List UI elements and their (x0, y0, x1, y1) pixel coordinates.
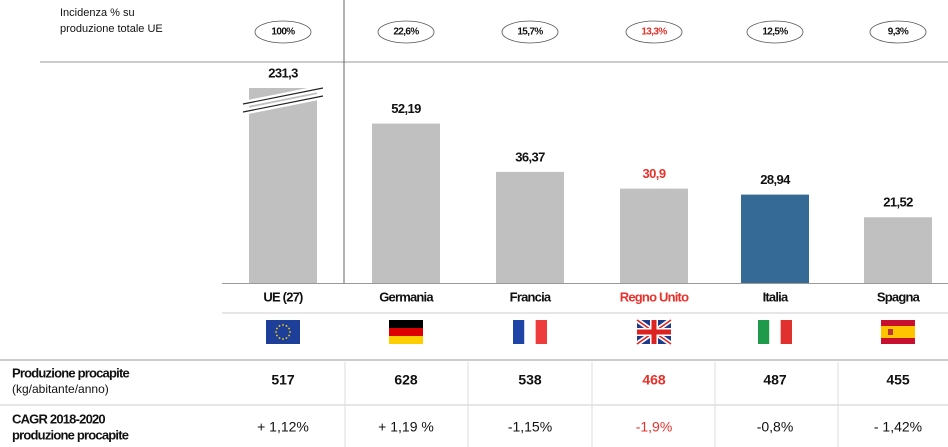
flag-star (288, 327, 290, 330)
value-label: 28,94 (760, 172, 791, 187)
share-label: Incidenza % su (60, 7, 135, 19)
flag-part (389, 336, 423, 344)
row-label: Produzione procapite (12, 365, 129, 380)
flag-star (275, 331, 277, 333)
flag-star (289, 331, 291, 333)
flag-part (881, 338, 915, 344)
value-label: 30,9 (643, 166, 666, 181)
share-oval (746, 20, 804, 44)
category-label: Francia (510, 289, 552, 304)
flag (266, 320, 300, 344)
flag-part (881, 320, 915, 326)
flag (389, 320, 423, 344)
flag (758, 320, 792, 344)
flag-part (780, 320, 792, 344)
bar (496, 171, 564, 283)
cell: 628 (394, 372, 418, 388)
bar (741, 194, 809, 283)
flag (635, 317, 673, 347)
share-label: produzione totale UE (60, 23, 163, 35)
cell: 468 (642, 372, 666, 388)
bar (864, 217, 932, 283)
share-label: 22,6% (393, 27, 419, 38)
cell: 455 (886, 372, 910, 388)
bar (249, 88, 317, 283)
flag-star (278, 337, 281, 339)
flag-part (881, 326, 915, 338)
row-label: (kg/abitante/anno) (12, 382, 109, 396)
flag-part (266, 320, 300, 344)
value-label: 36,37 (515, 149, 545, 164)
share-label: 15,7% (517, 27, 543, 38)
plot (249, 88, 932, 283)
cell: 487 (763, 372, 787, 388)
share-oval (377, 20, 435, 44)
flag-star (276, 327, 278, 330)
category-label: Germania (379, 289, 434, 304)
flag-star (282, 324, 284, 326)
cell: -1,9% (636, 419, 673, 435)
flag (881, 320, 915, 344)
bar (372, 123, 440, 283)
share-label: 13,3% (641, 27, 667, 38)
flag-star (288, 334, 290, 337)
share-label: 100% (271, 27, 295, 38)
cell: + 1,19 % (378, 419, 434, 435)
cell: + 1,12% (257, 419, 309, 435)
share-oval (501, 20, 559, 44)
share-oval (254, 20, 312, 44)
flag-part (758, 320, 770, 344)
share-oval (625, 20, 683, 44)
cell: -1,15% (508, 419, 552, 435)
category-label: UE (27) (263, 289, 303, 304)
flag-star (282, 338, 284, 340)
cell: 538 (518, 372, 542, 388)
value-label: 21,52 (883, 195, 913, 210)
value-label: 52,19 (391, 101, 421, 116)
row-label: CAGR 2018-2020 (12, 411, 105, 426)
share-oval (869, 20, 927, 44)
cell: - 1,42% (874, 419, 922, 435)
category-label: Regno Unito (620, 289, 689, 304)
row-label: produzione procapite (12, 427, 129, 442)
flag-part (389, 320, 423, 328)
flag-part (535, 320, 547, 344)
share-label: 9,3% (888, 27, 909, 38)
bar (620, 188, 688, 283)
flag-star (285, 325, 288, 327)
flag-star (278, 325, 281, 327)
flag-star (285, 337, 288, 339)
category-label: Spagna (877, 289, 921, 304)
flag-part (513, 320, 525, 344)
axis-break (242, 87, 324, 113)
flag-star (276, 334, 278, 337)
cell: 517 (271, 372, 295, 388)
category-label: Italia (763, 289, 789, 304)
flag (513, 320, 547, 344)
flag-part (888, 329, 893, 335)
share-label: 12,5% (762, 27, 788, 38)
value-label: 231,3 (268, 65, 298, 80)
flag-part (524, 320, 536, 344)
flag-part (389, 328, 423, 336)
flag-part (637, 329, 671, 335)
flag-part (769, 320, 781, 344)
cell: -0,8% (757, 419, 794, 435)
